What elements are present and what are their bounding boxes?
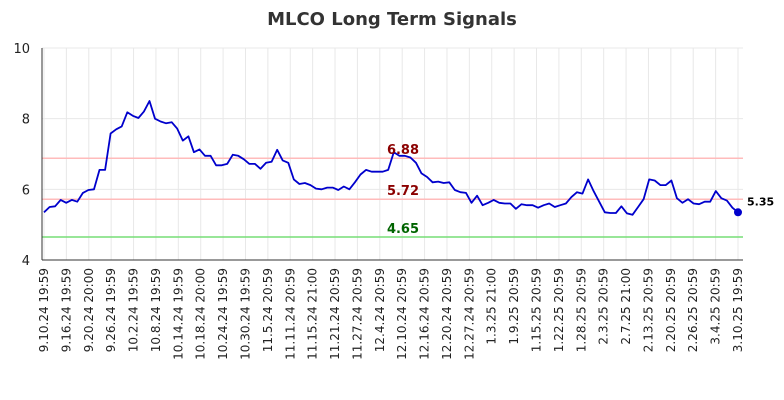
x-tick-label: 2.20.25 20:59 [664, 268, 678, 352]
x-tick-label: 1.3.25 21:00 [485, 268, 499, 345]
x-tick-label: 11.15.24 21:00 [306, 268, 320, 360]
x-tick-label: 12.10.24 20:59 [395, 268, 409, 360]
x-tick-label: 1.22.25 20:59 [552, 268, 566, 352]
x-tick-label: 11.21.24 20:59 [328, 268, 342, 360]
x-tick-label: 10.8.24 19:59 [149, 268, 163, 352]
last-point-marker [734, 208, 742, 217]
grid [42, 47, 743, 261]
chart-title: MLCO Long Term Signals [267, 9, 517, 30]
x-tick-label: 10.18.24 20:00 [194, 268, 208, 360]
last-value-label: 5.35 [747, 195, 774, 208]
y-tick-label: 8 [22, 113, 30, 128]
x-tick-label: 2.13.25 20:59 [641, 268, 655, 352]
x-tick-label: 12.27.24 20:59 [462, 268, 476, 360]
y-tick-labels: 4 6 8 10 [13, 42, 30, 269]
x-tick-label: 2.3.25 20:59 [597, 268, 611, 345]
x-tick-label: 3.4.25 20:59 [709, 268, 723, 345]
x-tick-label: 9.10.24 19:59 [37, 268, 51, 352]
reference-label: 4.65 [387, 222, 419, 237]
x-tick-labels: 9.10.24 19:59 9.16.24 19:59 9.20.24 20:00 9… [37, 268, 745, 360]
x-tick-label: 1.9.25 20:59 [507, 268, 521, 345]
x-tick-label: 10.24.24 19:59 [216, 268, 230, 360]
x-tick-label: 10.2.24 19:59 [127, 268, 141, 352]
series-line [43, 100, 739, 216]
x-tick-label: 12.16.24 20:59 [418, 268, 432, 360]
x-tick-label: 12.20.24 20:59 [440, 268, 454, 360]
x-tick-label: 1.15.25 20:59 [530, 268, 544, 352]
x-tick-label: 11.11.24 20:59 [283, 268, 297, 360]
x-tick-label: 3.10.25 19:59 [731, 268, 745, 352]
axes [41, 48, 743, 261]
series-group: 5.35 [43, 100, 774, 217]
y-tick-label: 10 [13, 42, 30, 57]
x-tick-label: 11.27.24 20:59 [350, 268, 364, 360]
x-tick-label: 2.7.25 21:00 [619, 268, 633, 345]
y-tick-label: 6 [22, 183, 30, 198]
reference-labels: 6.88 5.72 4.65 [387, 143, 419, 237]
x-tick-label: 9.16.24 19:59 [59, 268, 73, 352]
x-tick-label: 9.20.24 20:00 [82, 268, 96, 352]
x-tick-label: 2.26.25 20:59 [686, 268, 700, 352]
x-tick-label: 9.26.24 19:59 [104, 268, 118, 352]
x-tick-label: 12.4.24 20:59 [373, 268, 387, 352]
y-tick-label: 4 [22, 254, 30, 269]
x-tick-label: 11.5.24 20:59 [261, 268, 275, 352]
x-tick-label: 10.30.24 19:59 [238, 268, 252, 360]
reference-label: 6.88 [387, 143, 419, 158]
reference-label: 5.72 [387, 184, 419, 199]
x-tick-label: 1.28.25 20:59 [574, 268, 588, 352]
x-tick-label: 10.14.24 19:59 [171, 268, 185, 360]
